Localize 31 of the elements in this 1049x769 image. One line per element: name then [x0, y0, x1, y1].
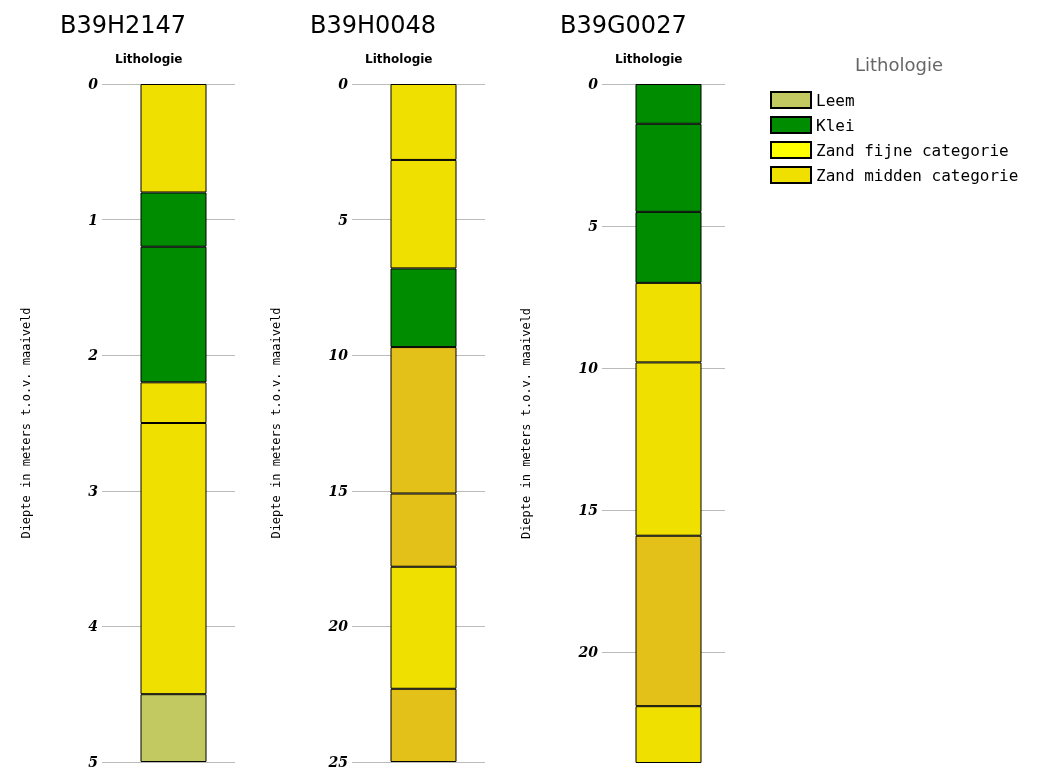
y-tick-label: 10: [578, 360, 599, 377]
chart-subtitle: Lithologie: [615, 52, 683, 66]
y-tick-label: 5: [588, 218, 598, 235]
y-tick-label: 5: [338, 211, 348, 228]
legend-label: Zand fijne categorie: [816, 140, 1009, 160]
chart-subtitle: Lithologie: [115, 52, 183, 66]
y-tick-label: 3: [88, 482, 99, 499]
chart-title: B39H0048: [310, 11, 437, 39]
y-tick-label: 2: [87, 347, 99, 364]
legend-title: Lithologie: [855, 53, 944, 75]
y-tick-label: 4: [88, 618, 98, 635]
legend-label: Klei: [816, 115, 855, 135]
y-tick-label: 25: [327, 754, 348, 769]
chart-title: B39G0027: [560, 11, 687, 39]
legend-label: Zand midden categorie: [816, 165, 1019, 185]
y-tick-label: 0: [88, 76, 99, 92]
y-axis-title: Diepte in meters t.o.v. maaiveld: [19, 307, 33, 539]
y-tick-label: 10: [328, 347, 349, 364]
y-tick-label: 5: [88, 754, 98, 769]
y-axis-title: Diepte in meters t.o.v. maaiveld: [519, 307, 533, 540]
y-tick-label: 1: [88, 211, 98, 228]
y-axis-title: Diepte in meters t.o.v. maaiveld: [269, 307, 283, 539]
y-tick-label: 15: [578, 502, 598, 519]
chart-title: B39H2147: [60, 11, 187, 39]
y-tick-label: 15: [328, 482, 348, 499]
y-tick-label: 0: [338, 76, 349, 92]
y-tick-label: 20: [577, 644, 599, 661]
y-tick-label: 0: [588, 76, 599, 92]
y-tick-label: 20: [327, 618, 349, 635]
chart-subtitle: Lithologie: [365, 52, 433, 66]
legend-label: Leem: [816, 90, 855, 110]
